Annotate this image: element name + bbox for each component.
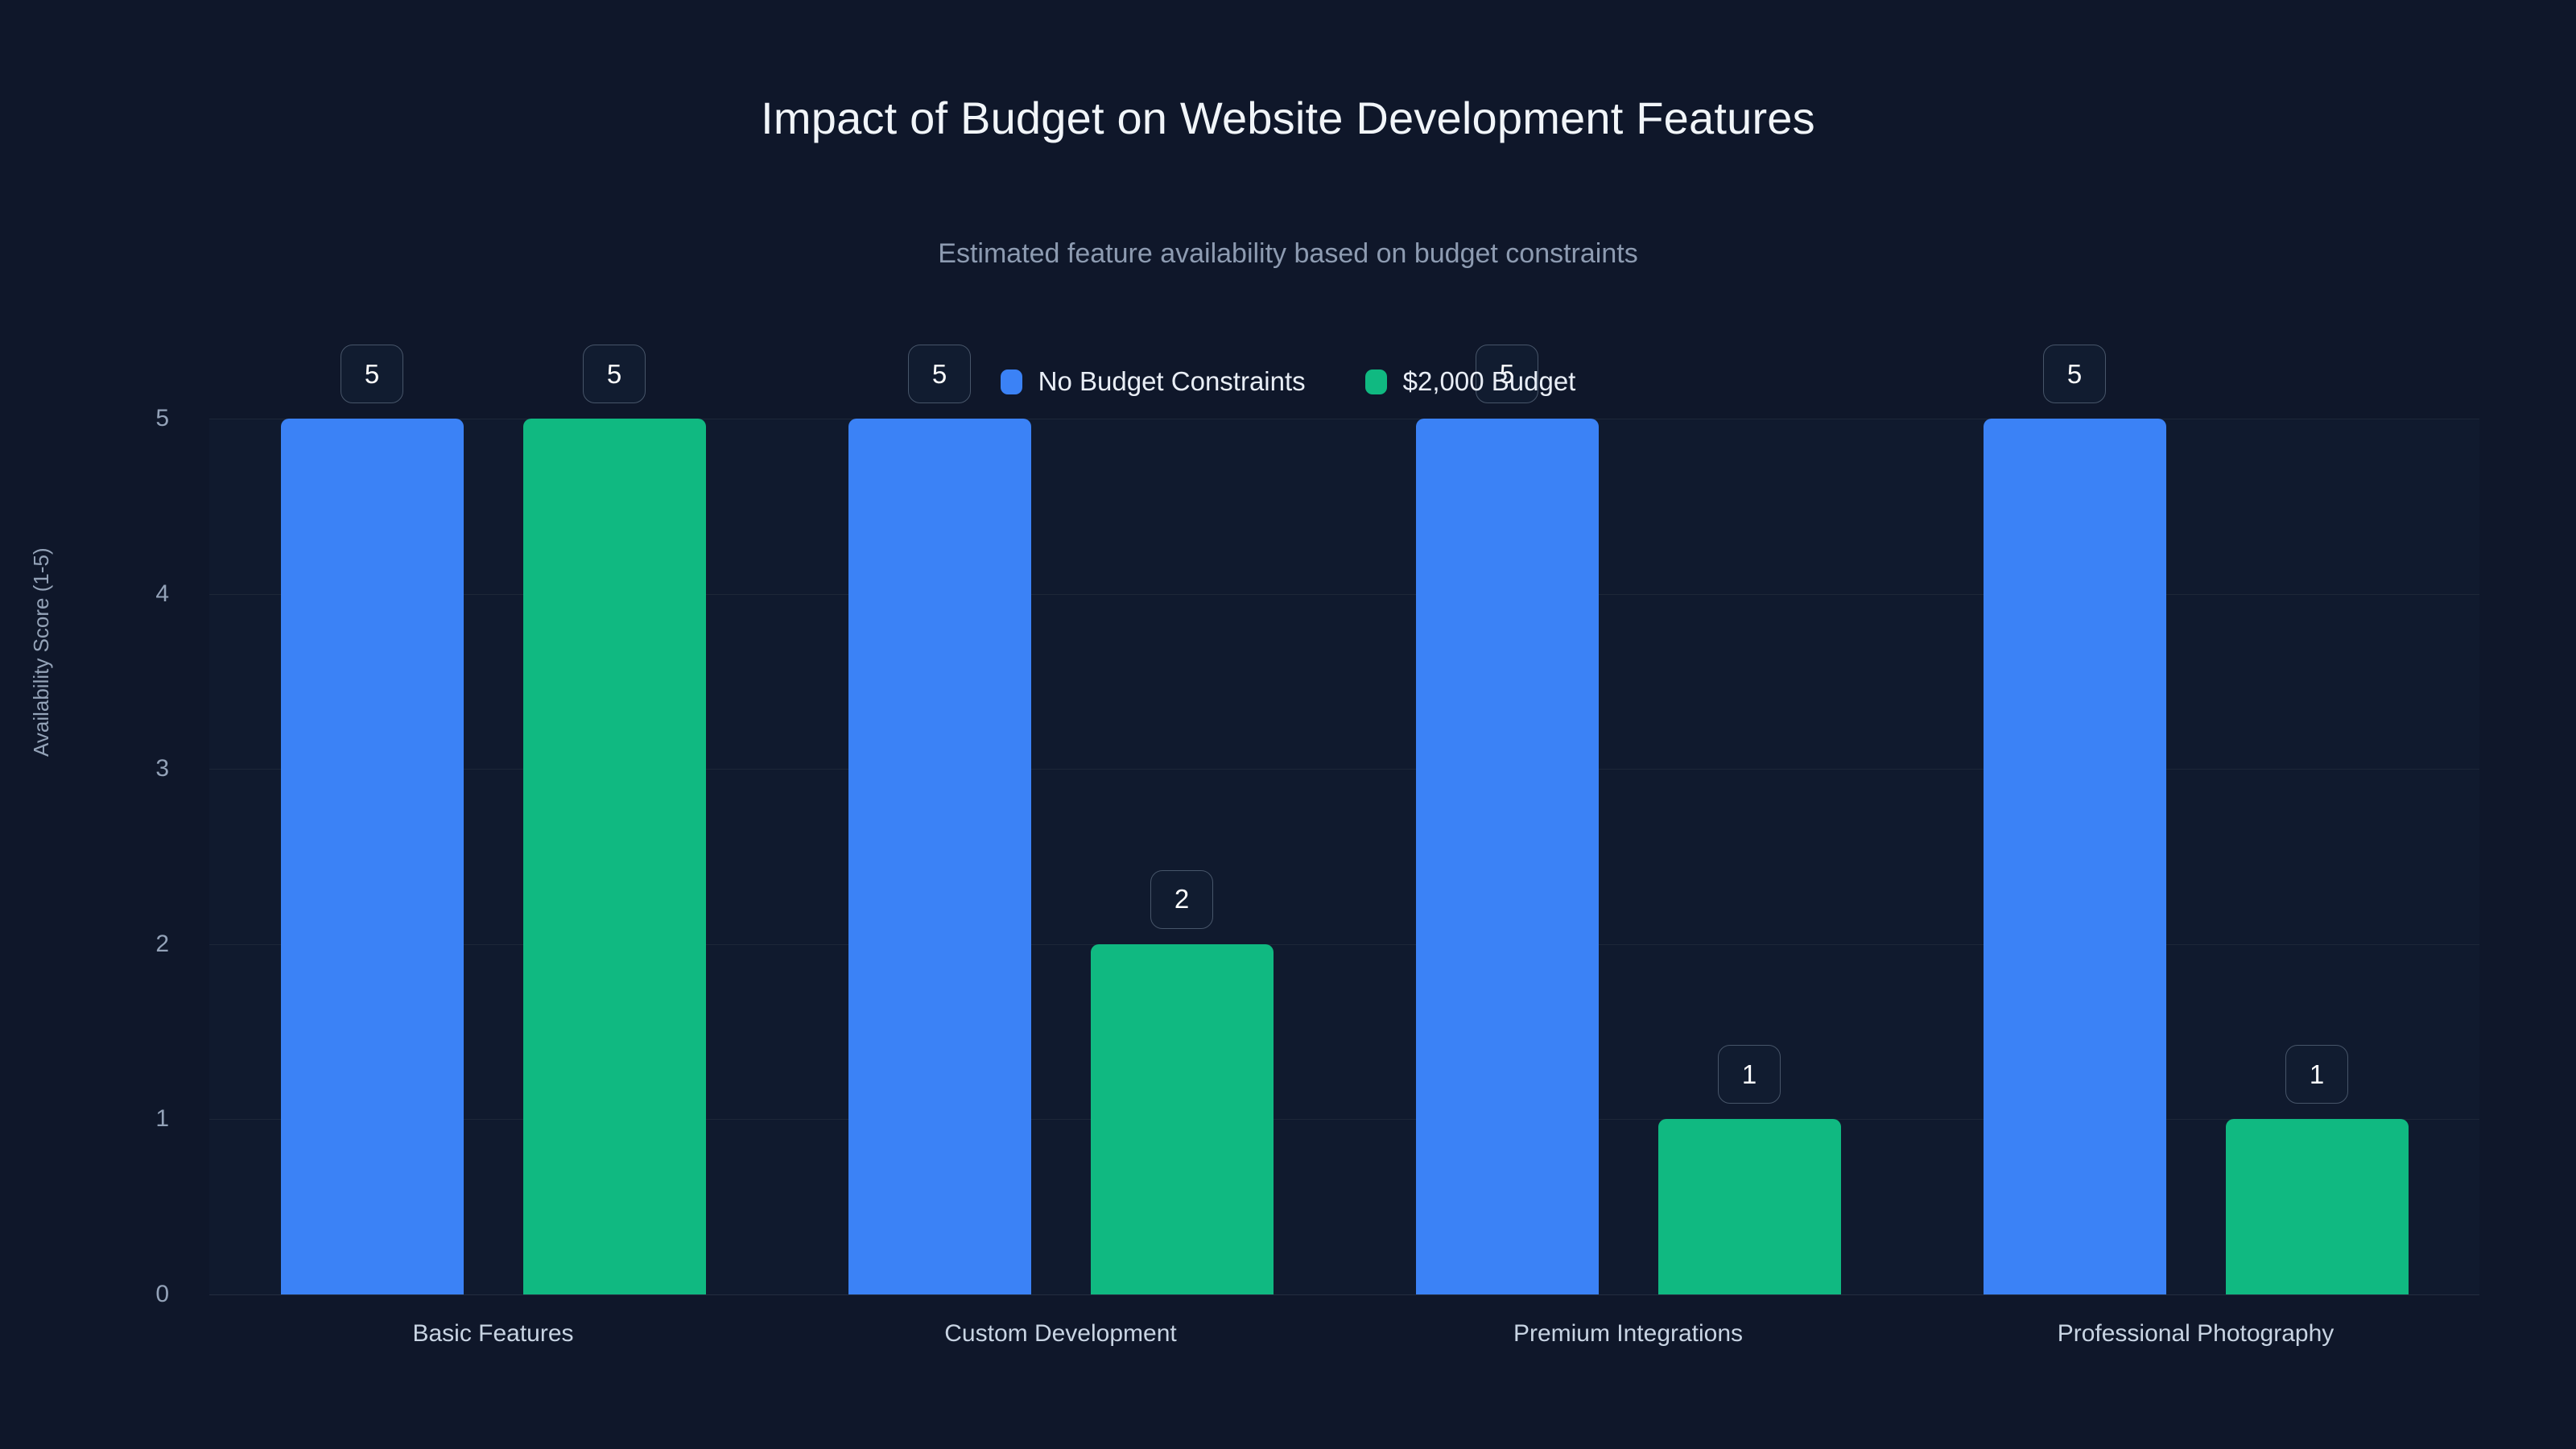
legend-item-no-budget-constraints[interactable]: No Budget Constraints (1000, 366, 1306, 397)
x-axis-category-label: Custom Development (944, 1320, 1177, 1347)
legend-label-series-0: No Budget Constraints (1038, 366, 1306, 396)
y-axis-tick-labels: 0 1 2 3 4 5 (0, 405, 193, 1307)
gridline (209, 943, 2479, 945)
legend-label-series-1: $2,000 Budget (1402, 366, 1576, 396)
bar-0-0[interactable] (280, 419, 464, 1294)
y-axis-tick-label: 2 (155, 930, 169, 957)
chart-subtitle: Estimated feature availability based on … (938, 238, 1638, 269)
bar-2-1[interactable] (1657, 1119, 1841, 1294)
y-axis-tick-label: 3 (155, 755, 169, 782)
bar-1-1[interactable] (1090, 943, 1274, 1294)
data-label-badge: 2 (1150, 869, 1213, 929)
gridline (209, 769, 2479, 770)
legend-swatch-icon-series-0 (1000, 369, 1022, 394)
y-axis-tick-label: 4 (155, 580, 169, 607)
plot-area (209, 419, 2479, 1295)
data-label-badge: 5 (1476, 345, 1538, 403)
gridline (209, 1294, 2479, 1295)
page-title: Impact of Budget on Website Development … (761, 93, 1815, 143)
data-label-badge: 5 (583, 345, 646, 403)
x-axis-category-labels: Basic Features Custom Development Premium … (209, 1320, 2479, 1368)
x-axis-category-label: Professional Photography (2057, 1320, 2334, 1347)
bar-2-0[interactable] (1415, 419, 1599, 1294)
legend-item-2000-budget[interactable]: $2,000 Budget (1364, 366, 1576, 397)
data-label-badge: 5 (341, 345, 403, 403)
bar-3-1[interactable] (2225, 1119, 2409, 1294)
legend-swatch-icon-series-1 (1364, 369, 1387, 394)
gridline (209, 593, 2479, 595)
y-axis-tick-label: 1 (155, 1105, 169, 1133)
gridline (209, 1119, 2479, 1121)
data-label-badge: 1 (1718, 1045, 1781, 1104)
bar-1-0[interactable] (848, 419, 1031, 1294)
bar-3-0[interactable] (1983, 419, 2166, 1294)
x-axis-category-label: Premium Integrations (1513, 1320, 1744, 1347)
chart-legend: No Budget Constraints $2,000 Budget (0, 366, 2576, 397)
data-label-badge: 5 (2043, 345, 2106, 403)
data-label-badge: 5 (908, 345, 971, 403)
data-label-badge: 1 (2285, 1045, 2348, 1104)
bar-0-1[interactable] (522, 419, 706, 1294)
x-axis-category-label: Basic Features (412, 1320, 574, 1347)
y-axis-tick-label: 5 (155, 405, 169, 431)
y-axis-title: Availability Score (1-5) (29, 547, 53, 757)
y-axis-tick-label: 0 (155, 1281, 169, 1307)
